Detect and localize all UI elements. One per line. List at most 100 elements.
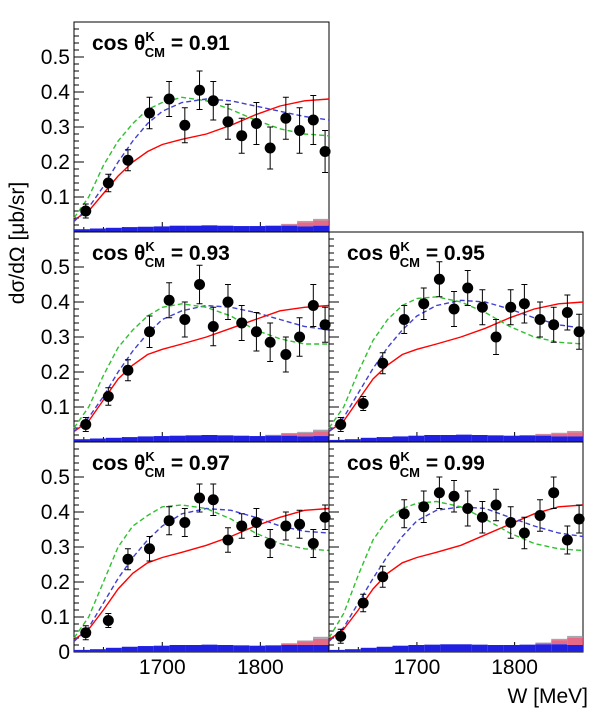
y-tick-label: 0.2 xyxy=(41,151,70,174)
x-axis-title: W [MeV] xyxy=(507,685,588,708)
syst-band-blue xyxy=(519,435,536,442)
syst-band-blue xyxy=(217,435,234,442)
curve-blue xyxy=(328,299,584,433)
syst-band-grey xyxy=(567,635,583,638)
curve-green xyxy=(73,96,330,219)
x-tick-label: 1700 xyxy=(394,656,441,679)
syst-band-red xyxy=(535,434,552,436)
data-point xyxy=(280,112,292,124)
syst-band-blue xyxy=(169,225,186,232)
curve-green xyxy=(73,303,329,429)
curve-blue xyxy=(73,304,330,433)
syst-band-blue xyxy=(424,435,441,442)
data-point xyxy=(548,319,560,331)
y-tick-label: 0.5 xyxy=(41,466,70,489)
data-point xyxy=(377,357,389,369)
y-tick-label: 0.5 xyxy=(41,46,70,69)
data-point xyxy=(307,538,319,549)
data-point xyxy=(80,419,92,430)
syst-band-blue xyxy=(121,646,138,652)
data-point xyxy=(433,487,445,499)
data-point xyxy=(335,419,347,430)
y-tick-label: 0.2 xyxy=(41,361,70,384)
data-point xyxy=(80,205,92,217)
data-point xyxy=(548,487,560,499)
syst-band-blue xyxy=(217,225,234,232)
data-point xyxy=(163,294,175,306)
syst-band-grey xyxy=(281,432,298,434)
data-point xyxy=(194,84,206,96)
syst-band-red xyxy=(281,433,298,436)
syst-band-blue xyxy=(329,439,345,442)
syst-band-blue xyxy=(281,225,298,232)
data-point xyxy=(264,538,276,549)
y-tick-label: 0.3 xyxy=(41,116,70,139)
panel-1: 0.1 0.2 0.3 0.4 0.5 cos θK CM = 0.91 xyxy=(41,21,331,233)
y-tick-label: 0.5 xyxy=(41,256,70,279)
syst-band-blue xyxy=(471,644,488,652)
syst-band-red xyxy=(281,643,298,645)
data-point xyxy=(377,571,389,583)
curve-red xyxy=(328,504,584,641)
data-point xyxy=(448,303,460,315)
data-point xyxy=(264,336,276,348)
data-point xyxy=(250,118,262,129)
data-point xyxy=(102,615,114,626)
syst-band-blue xyxy=(249,226,266,232)
syst-band-red xyxy=(567,432,583,437)
data-point xyxy=(179,119,191,131)
panel-3: cos θK CM = 0.95 xyxy=(328,231,585,443)
syst-band-grey xyxy=(551,638,568,641)
syst-band-blue xyxy=(121,437,138,442)
data-point xyxy=(236,317,248,329)
syst-band-grey xyxy=(313,218,329,221)
data-point xyxy=(122,553,134,565)
syst-band-blue xyxy=(360,647,377,652)
y-tick-label: 0.1 xyxy=(41,396,70,419)
syst-band-blue xyxy=(344,649,361,652)
syst-band-blue xyxy=(265,645,282,652)
data-point xyxy=(222,116,234,128)
data-point xyxy=(294,518,306,530)
syst-band-blue xyxy=(567,436,583,442)
syst-band-grey xyxy=(567,430,583,433)
data-point xyxy=(518,298,530,310)
data-point xyxy=(207,95,219,107)
syst-band-blue xyxy=(503,645,520,652)
y-tick-label: 0.4 xyxy=(41,291,71,314)
syst-band-blue xyxy=(519,644,536,652)
data-point xyxy=(335,630,347,642)
syst-band-blue xyxy=(297,226,314,232)
syst-band-blue xyxy=(185,435,202,442)
syst-band-blue xyxy=(408,645,425,652)
syst-band-grey xyxy=(313,636,329,639)
syst-band-blue xyxy=(169,645,186,652)
syst-band-blue xyxy=(105,437,122,442)
syst-band-red xyxy=(297,222,314,227)
data-point xyxy=(179,314,191,325)
data-point xyxy=(179,517,191,528)
data-point xyxy=(102,391,114,402)
y-tick-label: 0.1 xyxy=(41,186,70,209)
data-point xyxy=(505,517,517,528)
syst-band-blue xyxy=(137,646,154,652)
data-point xyxy=(534,314,546,325)
syst-band-red xyxy=(313,431,329,437)
syst-band-blue xyxy=(456,644,472,652)
syst-band-blue xyxy=(105,647,122,652)
panel-2: 0.1 0.2 0.3 0.4 0.5 cos θK CM = 0.93 xyxy=(41,231,331,443)
syst-band-grey xyxy=(297,220,314,223)
data-point xyxy=(307,114,319,126)
data-point xyxy=(433,273,445,285)
panel-title: cos θK CM = 0.97 xyxy=(92,449,230,480)
data-point xyxy=(102,177,114,189)
y-tick-label: 0.3 xyxy=(41,536,70,559)
syst-band-blue xyxy=(249,436,266,442)
x-tick-label: 1800 xyxy=(491,656,538,679)
syst-band-blue xyxy=(392,645,409,652)
syst-band-blue xyxy=(233,226,250,232)
data-point xyxy=(207,321,219,332)
syst-band-blue xyxy=(89,649,106,652)
syst-band-red xyxy=(281,224,298,226)
